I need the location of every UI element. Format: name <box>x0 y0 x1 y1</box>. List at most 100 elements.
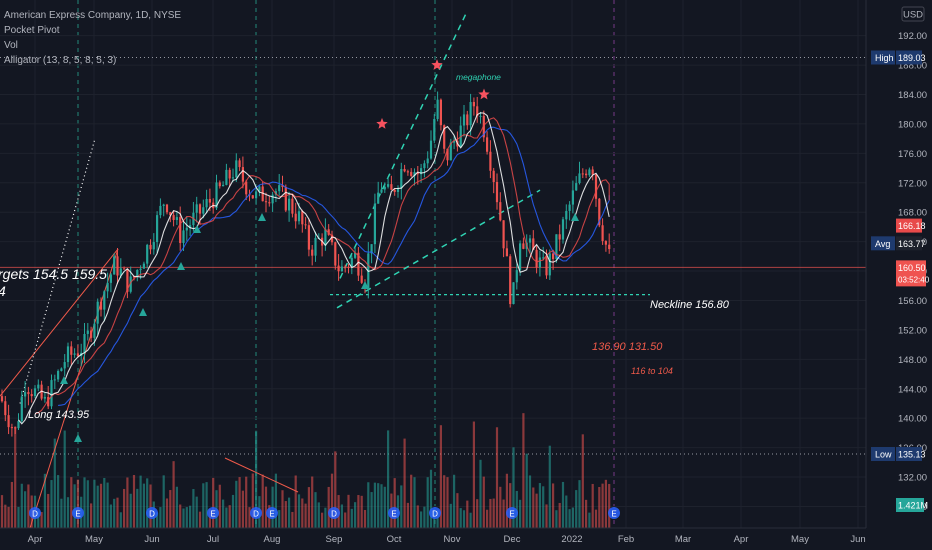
pocket-pivot-marker <box>177 262 185 270</box>
current-price-label: 160.50 03:52:40 <box>896 260 930 287</box>
event-badge-label: D <box>331 510 337 519</box>
event-badge-label: E <box>509 510 514 519</box>
pocket-pivot-marker <box>258 213 266 221</box>
volume-label: 1.421M <box>896 498 928 512</box>
event-badge-label: E <box>210 510 215 519</box>
event-badge[interactable]: E <box>72 507 84 519</box>
pocket-pivot-marker <box>60 376 68 384</box>
price-axis[interactable]: 128.00132.00136.00140.00144.00148.00152.… <box>865 0 932 528</box>
svg-text:USD: USD <box>903 10 923 21</box>
chart-legend: American Express Company, 1D, NYSE Pocke… <box>4 8 181 68</box>
time-tick: Sep <box>326 534 343 545</box>
price-tick: 156.00 <box>898 296 927 307</box>
down-targets-annotation: 136.90 131.50 <box>592 341 663 353</box>
event-badge[interactable]: E <box>207 507 219 519</box>
chart-title: American Express Company, 1D, NYSE <box>4 10 182 21</box>
avg-label: Avg 163.77 <box>871 236 926 251</box>
vertical-grid <box>34 0 859 528</box>
event-badge-label: D <box>32 510 38 519</box>
low-label-label: Low <box>875 450 892 460</box>
avg-label-value: 163.77 <box>898 239 926 249</box>
alligator-indicator <box>18 112 610 425</box>
candlesticks <box>0 91 611 437</box>
alligator-teeth <box>34 117 610 415</box>
event-badge[interactable]: D <box>429 507 441 519</box>
time-tick: Oct <box>387 534 402 545</box>
volume-value: 1.421M <box>898 501 928 511</box>
event-badge-label: E <box>391 510 396 519</box>
pocket-pivot-marker <box>139 308 147 316</box>
megaphone-annotation: megaphone <box>456 72 501 82</box>
high-label-label: High <box>875 53 894 63</box>
price-tick: 176.00 <box>898 149 927 160</box>
event-badge-label: D <box>253 510 259 519</box>
event-badge[interactable]: E <box>266 507 278 519</box>
targets-annotation: rgets 154.5 159.5 <box>0 266 107 282</box>
time-tick: 2022 <box>561 534 582 545</box>
alt-price-label-value: 166.18 <box>898 221 926 231</box>
low-label-value: 135.13 <box>898 450 926 460</box>
time-tick: Nov <box>444 534 461 545</box>
time-tick: Jun <box>850 534 865 545</box>
event-badge[interactable]: D <box>328 507 340 519</box>
price-tick: 188.00 <box>898 61 927 72</box>
legend-pocket-pivot[interactable]: Pocket Pivot <box>4 25 60 36</box>
star-marker <box>431 59 443 70</box>
alt-price-label: 166.18 <box>896 218 926 233</box>
price-tick: 192.00 <box>898 31 927 42</box>
pocket-pivot-marker <box>361 281 369 289</box>
pocket-pivot-marker <box>193 225 201 233</box>
event-badge-label: E <box>611 510 616 519</box>
time-tick: Apr <box>28 534 43 545</box>
event-badge-label: E <box>269 510 274 519</box>
event-badge[interactable]: D <box>250 507 262 519</box>
star-marker <box>478 88 490 100</box>
event-badge[interactable]: E <box>506 507 518 519</box>
price-tick: 168.00 <box>898 208 927 219</box>
event-badge[interactable]: D <box>146 507 158 519</box>
event-badge-label: D <box>149 510 155 519</box>
time-tick: Feb <box>618 534 634 545</box>
volume-bars <box>0 413 611 528</box>
targets-annotation-sub: 4 <box>0 283 6 299</box>
price-tick: 132.00 <box>898 473 927 484</box>
high-label: High 189.03 <box>871 50 926 65</box>
currency-badge[interactable]: USD <box>901 6 925 22</box>
time-axis[interactable]: Apr May Jun Jul Aug Sep Oct Nov Dec 2022 Feb Mar Apr… <box>0 527 932 550</box>
time-tick: Aug <box>264 534 281 545</box>
trend-drawings <box>0 13 650 529</box>
event-badge-label: D <box>432 510 438 519</box>
star-marker <box>376 117 388 129</box>
long-annotation: Long 143.95 <box>28 409 90 421</box>
time-tick: Dec <box>504 534 521 545</box>
price-tick: 184.00 <box>898 90 927 101</box>
pocket-pivot-marker <box>74 434 82 442</box>
text-annotations: rgets 154.5 159.54 Long 143.95 megaphone Ne… <box>0 72 730 421</box>
down-range-annotation: 116 to 104 <box>631 366 673 376</box>
event-badge-label: E <box>75 510 80 519</box>
price-tick: 180.00 <box>898 119 927 130</box>
time-tick: Apr <box>734 534 749 545</box>
event-badge[interactable]: E <box>388 507 400 519</box>
legend-alligator[interactable]: Alligator (13, 8, 5, 8, 5, 3) <box>4 55 117 66</box>
alligator-lips <box>18 112 610 425</box>
price-tick: 140.00 <box>898 414 927 425</box>
price-tick: 152.00 <box>898 325 927 336</box>
avg-label-label: Avg <box>875 239 890 249</box>
neckline-annotation: Neckline 156.80 <box>650 299 730 311</box>
event-badge[interactable]: D <box>29 507 41 519</box>
time-tick: May <box>85 534 103 545</box>
time-tick: May <box>791 534 809 545</box>
pocket-pivot-marker <box>571 213 579 221</box>
countdown-value: 03:52:40 <box>898 275 930 284</box>
price-tick: 172.00 <box>898 178 927 189</box>
current-price-value: 160.50 <box>898 263 926 273</box>
price-tick: 144.00 <box>898 384 927 395</box>
low-label: Low 135.13 <box>871 447 926 461</box>
alligator-jaw <box>58 126 610 406</box>
legend-vol[interactable]: Vol <box>4 40 18 51</box>
event-badge[interactable]: E <box>608 507 620 519</box>
time-tick: Jul <box>207 534 219 545</box>
